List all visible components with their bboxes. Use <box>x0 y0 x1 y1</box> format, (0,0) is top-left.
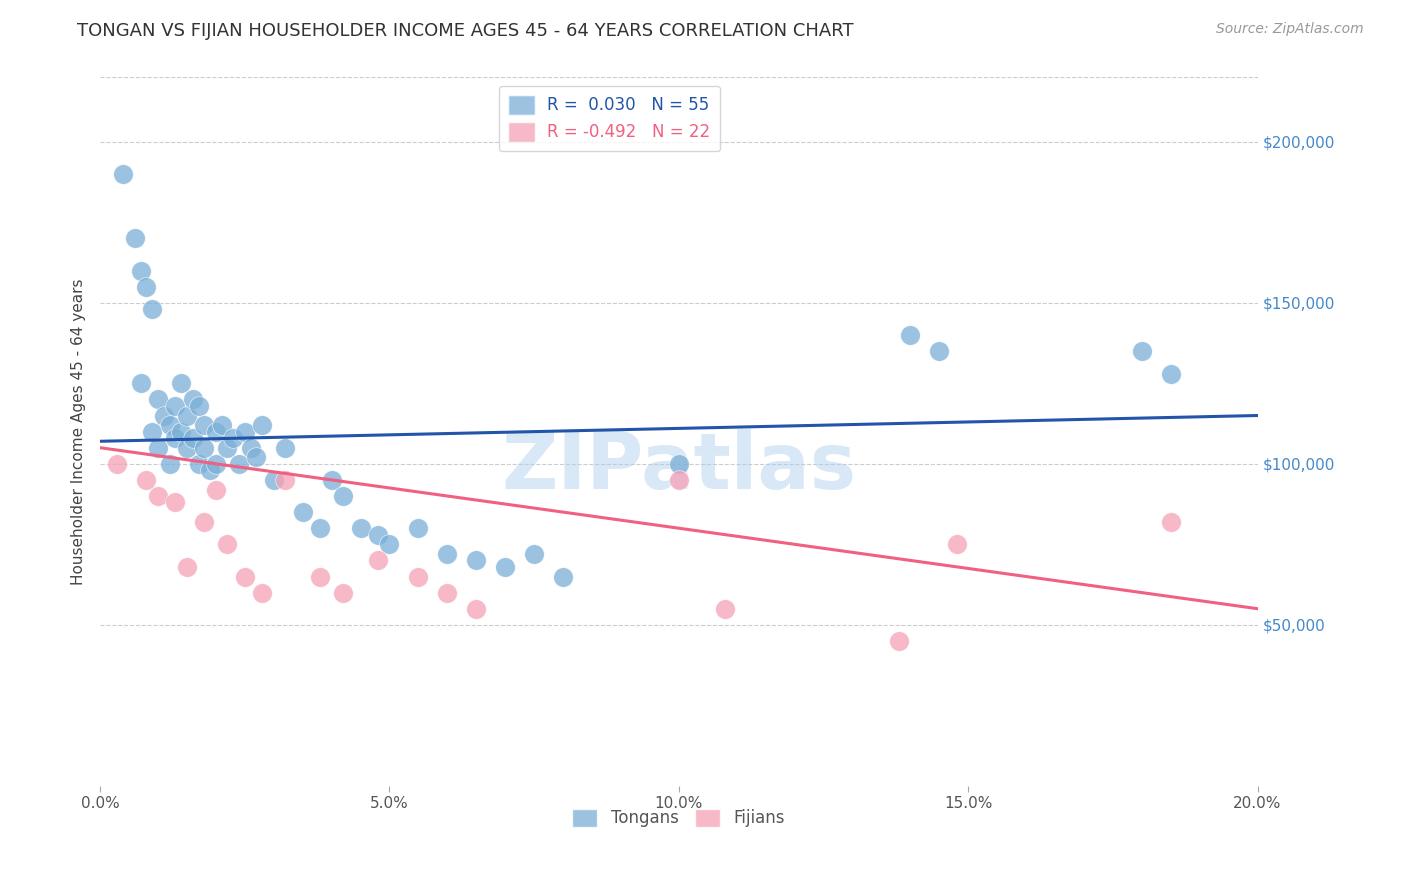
Point <box>898 328 921 343</box>
Point <box>165 495 187 509</box>
Point <box>205 483 228 497</box>
Point <box>165 431 187 445</box>
Point <box>1160 515 1182 529</box>
Point <box>217 441 239 455</box>
Point <box>928 344 950 359</box>
Point <box>263 473 285 487</box>
Point <box>159 418 181 433</box>
Point <box>152 409 174 423</box>
Point <box>436 547 458 561</box>
Point <box>668 473 690 487</box>
Point <box>945 537 967 551</box>
Point <box>551 569 574 583</box>
Point <box>309 569 332 583</box>
Point <box>124 231 146 245</box>
Y-axis label: Householder Income Ages 45 - 64 years: Householder Income Ages 45 - 64 years <box>72 278 86 585</box>
Point <box>146 392 169 407</box>
Point <box>176 559 198 574</box>
Point <box>146 489 169 503</box>
Text: Source: ZipAtlas.com: Source: ZipAtlas.com <box>1216 22 1364 37</box>
Point <box>332 489 354 503</box>
Point <box>176 441 198 455</box>
Text: TONGAN VS FIJIAN HOUSEHOLDER INCOME AGES 45 - 64 YEARS CORRELATION CHART: TONGAN VS FIJIAN HOUSEHOLDER INCOME AGES… <box>77 22 853 40</box>
Point <box>714 601 737 615</box>
Point <box>211 418 233 433</box>
Point <box>135 279 157 293</box>
Point <box>436 585 458 599</box>
Point <box>181 431 204 445</box>
Point <box>159 457 181 471</box>
Point <box>187 457 209 471</box>
Point <box>233 569 256 583</box>
Point <box>245 450 267 465</box>
Point <box>465 553 488 567</box>
Point <box>193 418 215 433</box>
Point <box>494 559 516 574</box>
Point <box>887 633 910 648</box>
Point <box>349 521 371 535</box>
Point <box>291 505 314 519</box>
Point <box>217 537 239 551</box>
Point <box>465 601 488 615</box>
Point <box>181 392 204 407</box>
Point <box>1130 344 1153 359</box>
Point <box>250 585 273 599</box>
Point <box>367 527 389 541</box>
Point <box>523 547 546 561</box>
Point <box>170 376 193 391</box>
Point <box>193 441 215 455</box>
Point <box>309 521 332 535</box>
Point <box>170 425 193 439</box>
Point <box>378 537 401 551</box>
Point <box>129 376 152 391</box>
Point <box>146 441 169 455</box>
Legend: Tongans, Fijians: Tongans, Fijians <box>565 802 792 834</box>
Point <box>198 463 221 477</box>
Point <box>107 457 129 471</box>
Point <box>668 457 690 471</box>
Text: ZIPatlas: ZIPatlas <box>502 429 856 505</box>
Point <box>165 399 187 413</box>
Point <box>408 569 430 583</box>
Point <box>321 473 343 487</box>
Point <box>222 431 245 445</box>
Point <box>332 585 354 599</box>
Point <box>239 441 262 455</box>
Point <box>193 515 215 529</box>
Point <box>274 441 297 455</box>
Point <box>112 167 135 181</box>
Point <box>135 473 157 487</box>
Point <box>367 553 389 567</box>
Point <box>1160 367 1182 381</box>
Point <box>274 473 297 487</box>
Point <box>141 302 163 317</box>
Point <box>176 409 198 423</box>
Point <box>129 263 152 277</box>
Point <box>187 399 209 413</box>
Point <box>205 457 228 471</box>
Point <box>408 521 430 535</box>
Point <box>141 425 163 439</box>
Point <box>250 418 273 433</box>
Point <box>233 425 256 439</box>
Point <box>205 425 228 439</box>
Point <box>228 457 250 471</box>
